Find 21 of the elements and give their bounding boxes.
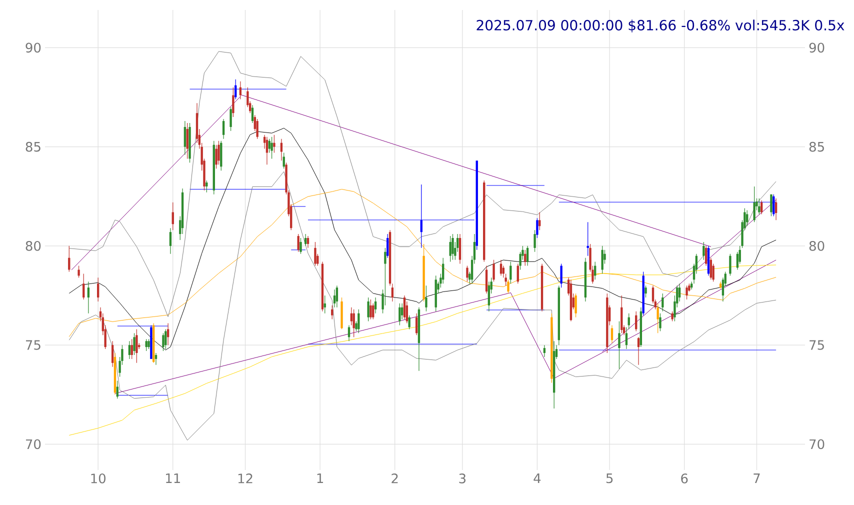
x-tick-label: 10 (91, 474, 106, 484)
x-tick-label: 12 (238, 474, 252, 484)
y2-tick-label: 90 (809, 42, 824, 53)
y-tick-label: 75 (26, 340, 40, 350)
x-tick-label: 11 (166, 474, 180, 483)
y2-tick-label: 75 (810, 340, 824, 350)
y2-tick-label: 70 (810, 439, 824, 450)
y2-tick-label: 80 (809, 241, 824, 251)
y-tick-label: 90 (26, 42, 41, 53)
y2-tick-label: 85 (809, 142, 824, 152)
x-tick-label: 1 (317, 474, 323, 483)
x-tick-label: 3 (459, 474, 466, 484)
x-tick-label: 5 (606, 474, 613, 484)
x-tick-label: 6 (681, 474, 688, 484)
x-tick-label: 4 (534, 474, 541, 483)
y-tick-label: 85 (26, 142, 40, 152)
y-tick-label: 80 (26, 241, 41, 251)
text: 2025.07.09 00:00:00 $81.66 -0.68% vol:545.3K 0.5x (476, 20, 844, 32)
y-tick-label: 70 (26, 439, 41, 450)
x-tick-label: 2 (392, 474, 398, 484)
x-tick-label: 7 (754, 474, 760, 483)
